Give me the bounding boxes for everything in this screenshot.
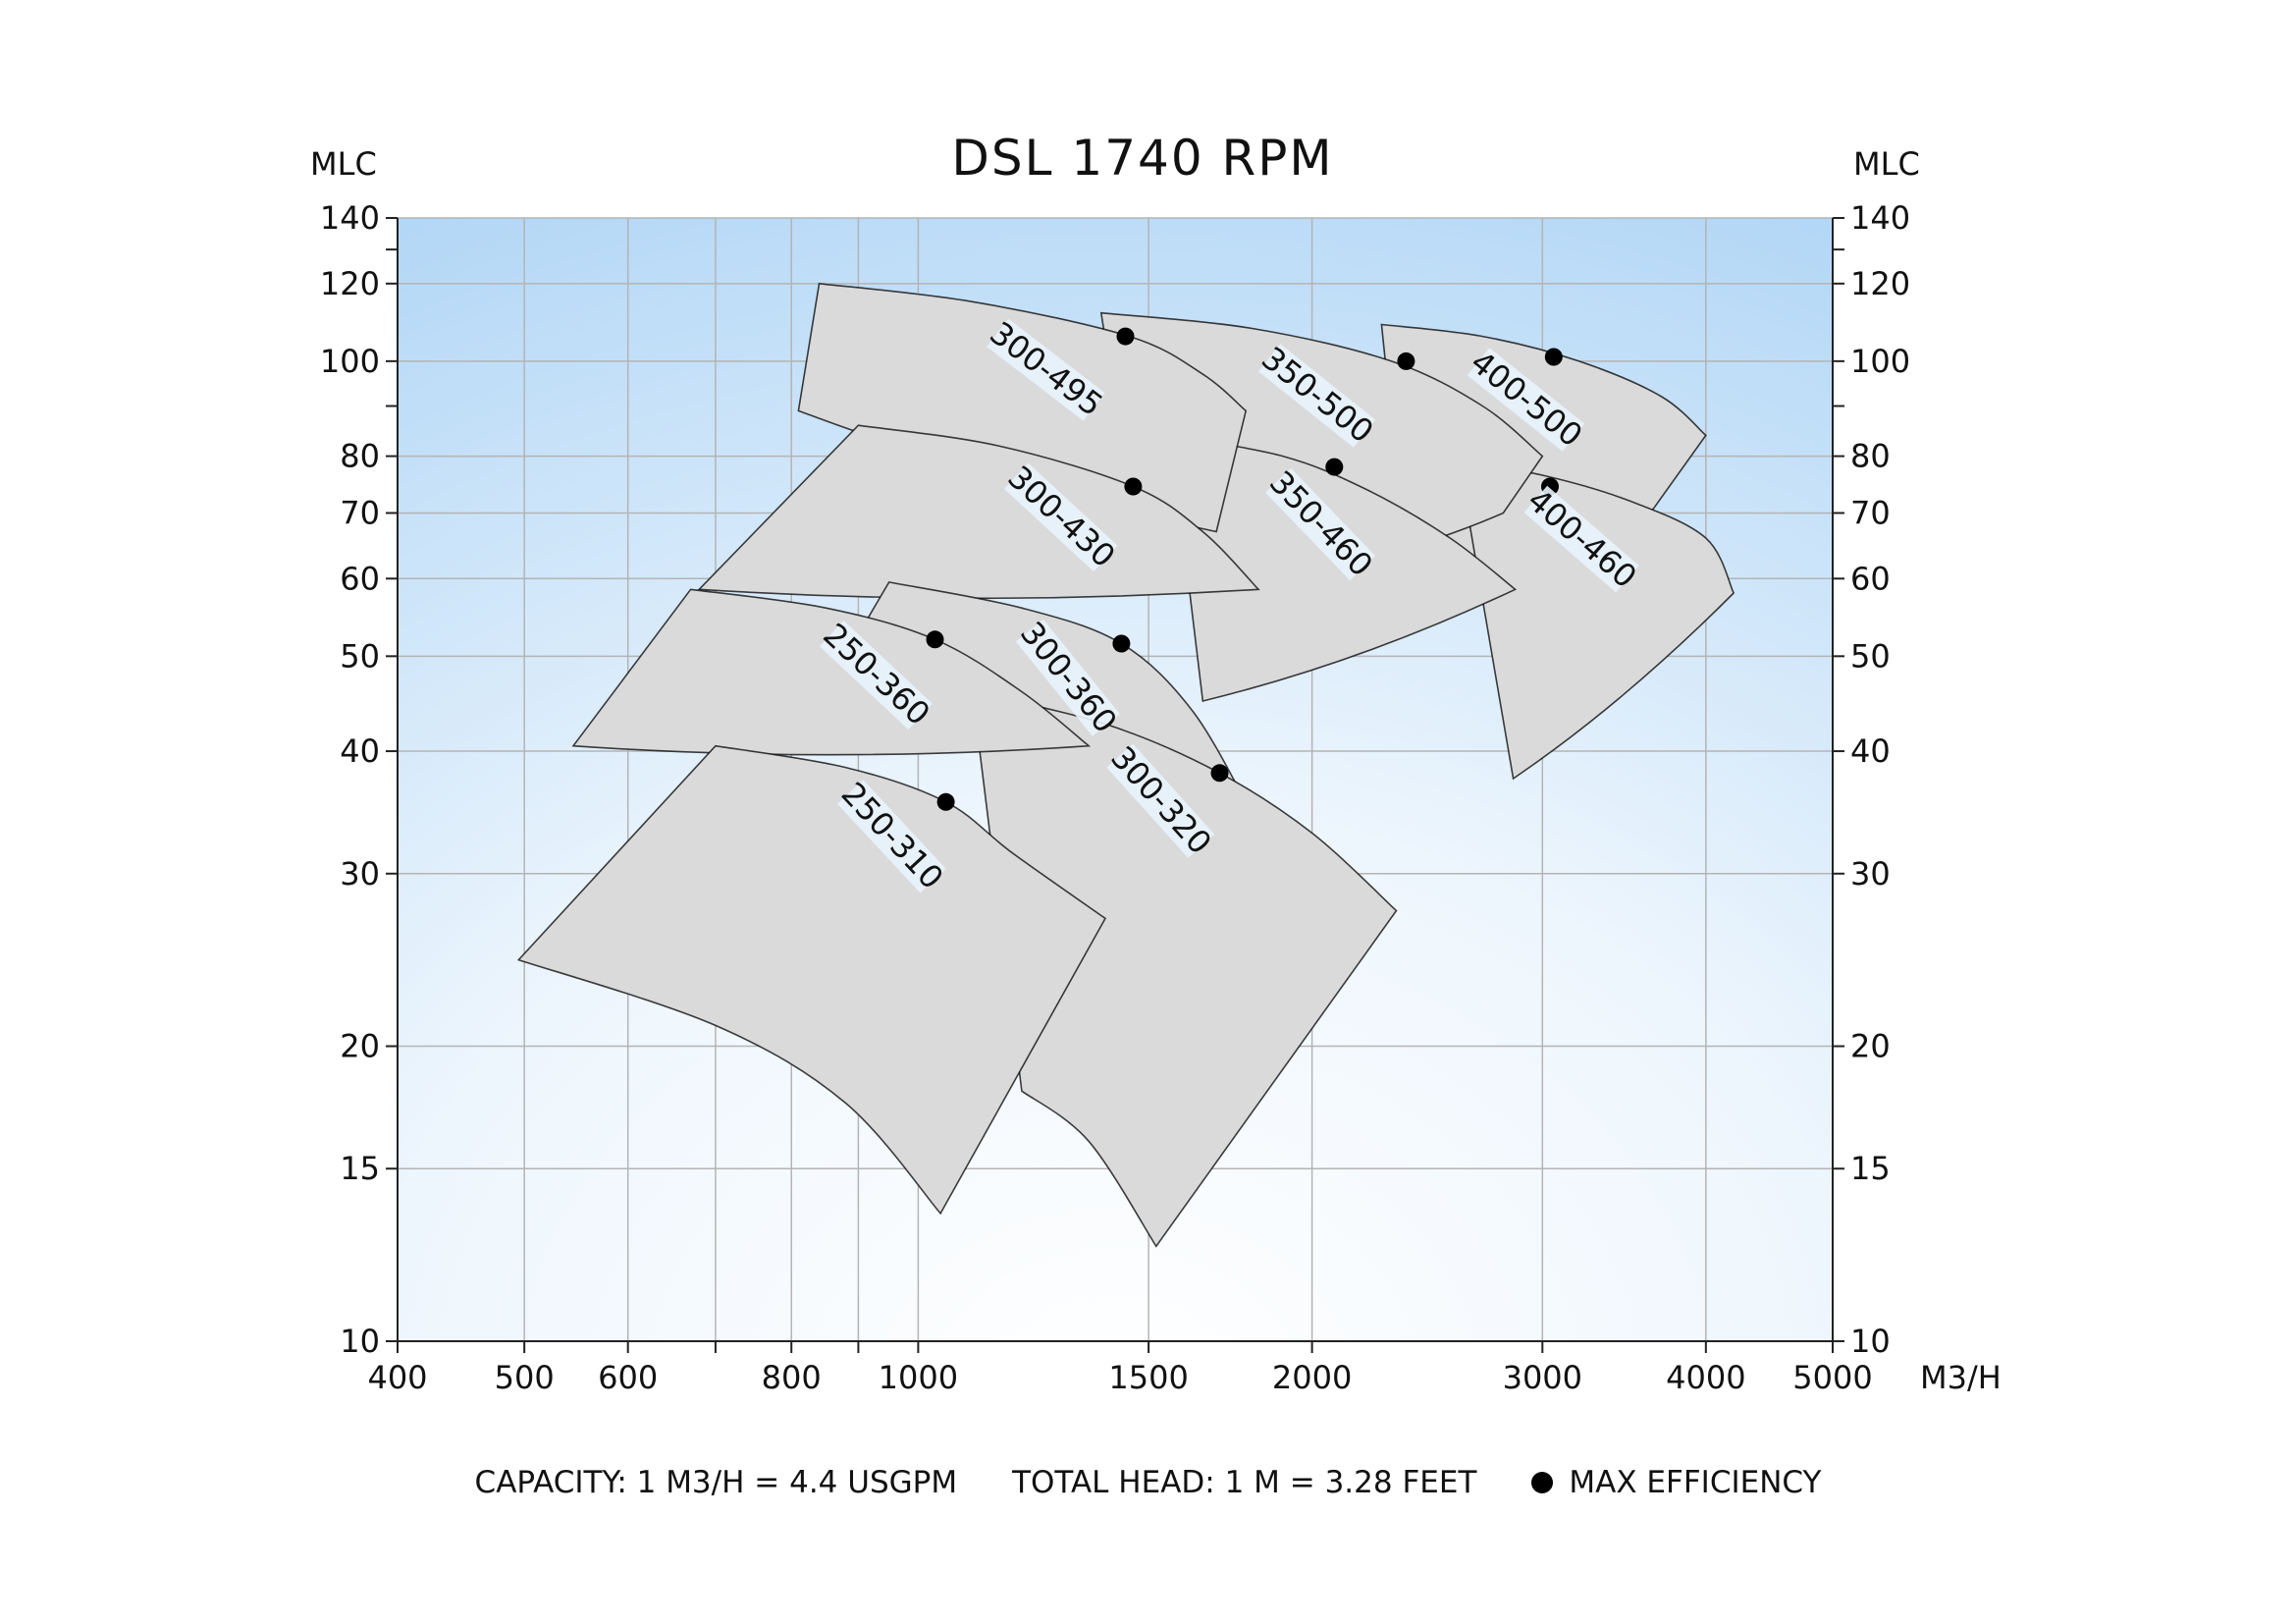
region-label-bg [1015, 619, 1120, 736]
y-tick-label-right: 140 [1850, 199, 1910, 237]
y-tick-label-right: 10 [1850, 1323, 1891, 1360]
x-tick-label: 500 [495, 1359, 555, 1396]
max-efficiency-point-250-310 [936, 792, 955, 811]
x-tick-label: 2000 [1272, 1359, 1352, 1396]
y-tick-label-right: 100 [1850, 343, 1910, 380]
x-tick-label: 1000 [879, 1359, 958, 1396]
region-label-bg [1265, 467, 1376, 581]
max-efficiency-point-300-320 [1210, 764, 1229, 783]
region-label-bg [1106, 743, 1215, 858]
x-tick-label: 600 [598, 1359, 658, 1396]
legend-label: MAX EFFICIENCY [1569, 1465, 1822, 1500]
y-tick-label-right: 70 [1850, 494, 1891, 531]
region-label-bg [987, 318, 1105, 421]
y-tick-label-left: 15 [340, 1150, 380, 1187]
y-axis-label-right: MLC [1853, 145, 1920, 183]
y-tick-label-left: 120 [320, 265, 380, 302]
max-efficiency-point-300-360 [1112, 634, 1131, 653]
y-tick-label-left: 60 [340, 560, 380, 597]
max-efficiency-point-350-500 [1397, 352, 1415, 370]
y-tick-label-left: 80 [340, 438, 380, 475]
head-conversion-note: TOTAL HEAD: 1 M = 3.28 FEET [1012, 1465, 1477, 1500]
y-tick-label-left: 40 [340, 732, 380, 770]
curve-region-400-460 [1458, 460, 1735, 781]
y-tick-label-left: 50 [340, 637, 380, 675]
curve-regions [516, 282, 1735, 1248]
region-label-bg [836, 780, 946, 893]
y-tick-label-right: 15 [1850, 1150, 1891, 1187]
y-tick-label-right: 120 [1850, 265, 1910, 302]
max-efficiency-point-300-430 [1124, 477, 1143, 496]
x-tick-label: 3000 [1503, 1359, 1582, 1396]
axes: 10 10 15 15 20 20 30 30 40 40 50 50 60 60 70 70 80 80 100 1… [320, 199, 1910, 1396]
y-tick-label-right: 30 [1850, 855, 1891, 893]
y-axis-label-left: MLC [310, 145, 377, 183]
y-tick-label-left: 100 [320, 343, 380, 380]
region-label-bg [1523, 485, 1639, 593]
x-tick-label: 1500 [1108, 1359, 1188, 1396]
y-tick-label-left: 70 [340, 494, 380, 531]
capacity-conversion-note: CAPACITY: 1 M3/H = 4.4 USGPM [474, 1465, 958, 1500]
max-efficiency-point-250-360 [926, 630, 944, 649]
y-tick-label-right: 20 [1850, 1028, 1891, 1065]
x-tick-label: 400 [367, 1359, 427, 1396]
max-efficiency-point-400-500 [1544, 348, 1563, 366]
x-tick-label: 5000 [1792, 1359, 1872, 1396]
region-label-bg [1467, 348, 1585, 452]
region-label-bg [1257, 344, 1376, 448]
y-tick-label-left: 30 [340, 855, 380, 893]
chart-title: DSL 1740 RPM [951, 130, 1333, 187]
y-tick-label-right: 80 [1850, 438, 1891, 475]
curve-region-250-360 [571, 588, 1092, 756]
y-tick-label-right: 40 [1850, 732, 1891, 770]
curve-region-300-320 [971, 690, 1398, 1248]
y-tick-label-right: 60 [1850, 560, 1891, 597]
x-tick-label: 800 [762, 1359, 822, 1396]
y-tick-label-right: 50 [1850, 637, 1891, 675]
max-efficiency-marker-icon [1531, 1472, 1554, 1493]
max-efficiency-point-300-495 [1116, 327, 1135, 346]
legend-max-efficiency: MAX EFFICIENCY [1531, 1465, 1821, 1500]
x-tick-label: 4000 [1666, 1359, 1745, 1396]
region-label-bg [819, 620, 933, 730]
max-efficiency-point-350-460 [1325, 458, 1344, 476]
chart-footer: CAPACITY: 1 M3/H = 4.4 USGPM TOTAL HEAD:… [0, 1453, 2296, 1512]
curve-region-250-310 [516, 744, 1107, 1216]
x-axis-label: M3/H [1920, 1359, 2002, 1396]
y-tick-label-left: 140 [320, 199, 380, 237]
y-tick-label-left: 20 [340, 1028, 380, 1065]
y-tick-label-left: 10 [340, 1323, 380, 1360]
max-efficiency-markers [926, 327, 1563, 811]
region-label-bg [1004, 462, 1118, 572]
